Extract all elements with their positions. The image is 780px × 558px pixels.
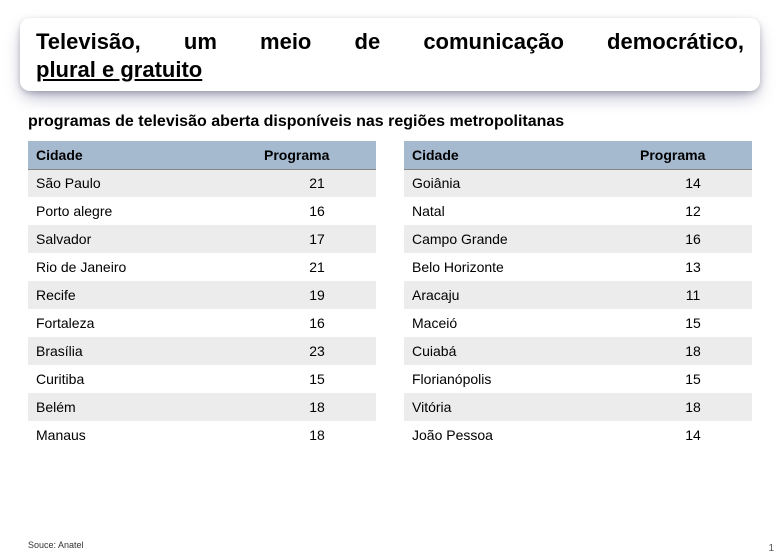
table-row: Curitiba15 bbox=[28, 365, 376, 393]
col-header-programa: Programa bbox=[256, 141, 376, 169]
cell-programa: 11 bbox=[632, 281, 752, 309]
page-title: Televisão, um meio de comunicação democr… bbox=[36, 28, 744, 83]
cell-programa: 16 bbox=[256, 309, 376, 337]
cell-cidade: Aracaju bbox=[404, 281, 632, 309]
source-text: Souce: Anatel bbox=[28, 540, 84, 550]
col-header-programa: Programa bbox=[632, 141, 752, 169]
cell-programa: 23 bbox=[256, 337, 376, 365]
table-row: Natal12 bbox=[404, 197, 752, 225]
cell-cidade: Maceió bbox=[404, 309, 632, 337]
cell-programa: 19 bbox=[256, 281, 376, 309]
cell-cidade: Florianópolis bbox=[404, 365, 632, 393]
cell-cidade: Campo Grande bbox=[404, 225, 632, 253]
tables-container: Cidade Programa São Paulo21Porto alegre1… bbox=[28, 141, 752, 449]
cell-cidade: Goiânia bbox=[404, 169, 632, 197]
table-row: Belo Horizonte13 bbox=[404, 253, 752, 281]
cell-programa: 18 bbox=[256, 393, 376, 421]
table-header-row: Cidade Programa bbox=[404, 141, 752, 169]
table-row: Cuiabá18 bbox=[404, 337, 752, 365]
title-line2: plural e gratuito bbox=[36, 56, 202, 84]
cell-cidade: João Pessoa bbox=[404, 421, 632, 449]
table-row: Florianópolis15 bbox=[404, 365, 752, 393]
cell-programa: 15 bbox=[256, 365, 376, 393]
col-header-cidade: Cidade bbox=[404, 141, 632, 169]
cell-programa: 16 bbox=[256, 197, 376, 225]
table-row: João Pessoa14 bbox=[404, 421, 752, 449]
table-row: Rio de Janeiro21 bbox=[28, 253, 376, 281]
right-table: Cidade Programa Goiânia14Natal12Campo Gr… bbox=[404, 141, 752, 449]
table-row: Belém18 bbox=[28, 393, 376, 421]
table-row: Recife19 bbox=[28, 281, 376, 309]
cell-cidade: Recife bbox=[28, 281, 256, 309]
cell-cidade: Vitória bbox=[404, 393, 632, 421]
table-row: Aracaju11 bbox=[404, 281, 752, 309]
table-row: Campo Grande16 bbox=[404, 225, 752, 253]
table-row: Brasília23 bbox=[28, 337, 376, 365]
table-row: Porto alegre16 bbox=[28, 197, 376, 225]
table-row: São Paulo21 bbox=[28, 169, 376, 197]
cell-programa: 18 bbox=[632, 393, 752, 421]
col-header-cidade: Cidade bbox=[28, 141, 256, 169]
cell-programa: 18 bbox=[632, 337, 752, 365]
cell-cidade: Porto alegre bbox=[28, 197, 256, 225]
table-row: Goiânia14 bbox=[404, 169, 752, 197]
left-table: Cidade Programa São Paulo21Porto alegre1… bbox=[28, 141, 376, 449]
cell-programa: 21 bbox=[256, 253, 376, 281]
cell-cidade: Brasília bbox=[28, 337, 256, 365]
cell-programa: 15 bbox=[632, 309, 752, 337]
table-row: Manaus18 bbox=[28, 421, 376, 449]
cell-cidade: Belo Horizonte bbox=[404, 253, 632, 281]
subtitle: programas de televisão aberta disponívei… bbox=[28, 113, 752, 131]
cell-programa: 17 bbox=[256, 225, 376, 253]
table-row: Salvador17 bbox=[28, 225, 376, 253]
cell-programa: 18 bbox=[256, 421, 376, 449]
cell-cidade: Fortaleza bbox=[28, 309, 256, 337]
cell-cidade: Rio de Janeiro bbox=[28, 253, 256, 281]
cell-programa: 21 bbox=[256, 169, 376, 197]
table-row: Vitória18 bbox=[404, 393, 752, 421]
cell-programa: 14 bbox=[632, 421, 752, 449]
cell-programa: 15 bbox=[632, 365, 752, 393]
cell-cidade: Curitiba bbox=[28, 365, 256, 393]
title-box: Televisão, um meio de comunicação democr… bbox=[20, 18, 760, 91]
cell-programa: 13 bbox=[632, 253, 752, 281]
table-header-row: Cidade Programa bbox=[28, 141, 376, 169]
cell-cidade: Natal bbox=[404, 197, 632, 225]
cell-programa: 16 bbox=[632, 225, 752, 253]
cell-cidade: Salvador bbox=[28, 225, 256, 253]
cell-programa: 12 bbox=[632, 197, 752, 225]
cell-cidade: Belém bbox=[28, 393, 256, 421]
cell-cidade: Manaus bbox=[28, 421, 256, 449]
table-row: Maceió15 bbox=[404, 309, 752, 337]
page-number: 1 bbox=[768, 543, 774, 554]
cell-programa: 14 bbox=[632, 169, 752, 197]
cell-cidade: São Paulo bbox=[28, 169, 256, 197]
table-row: Fortaleza16 bbox=[28, 309, 376, 337]
cell-cidade: Cuiabá bbox=[404, 337, 632, 365]
title-line1: Televisão, um meio de comunicação democr… bbox=[36, 29, 744, 54]
